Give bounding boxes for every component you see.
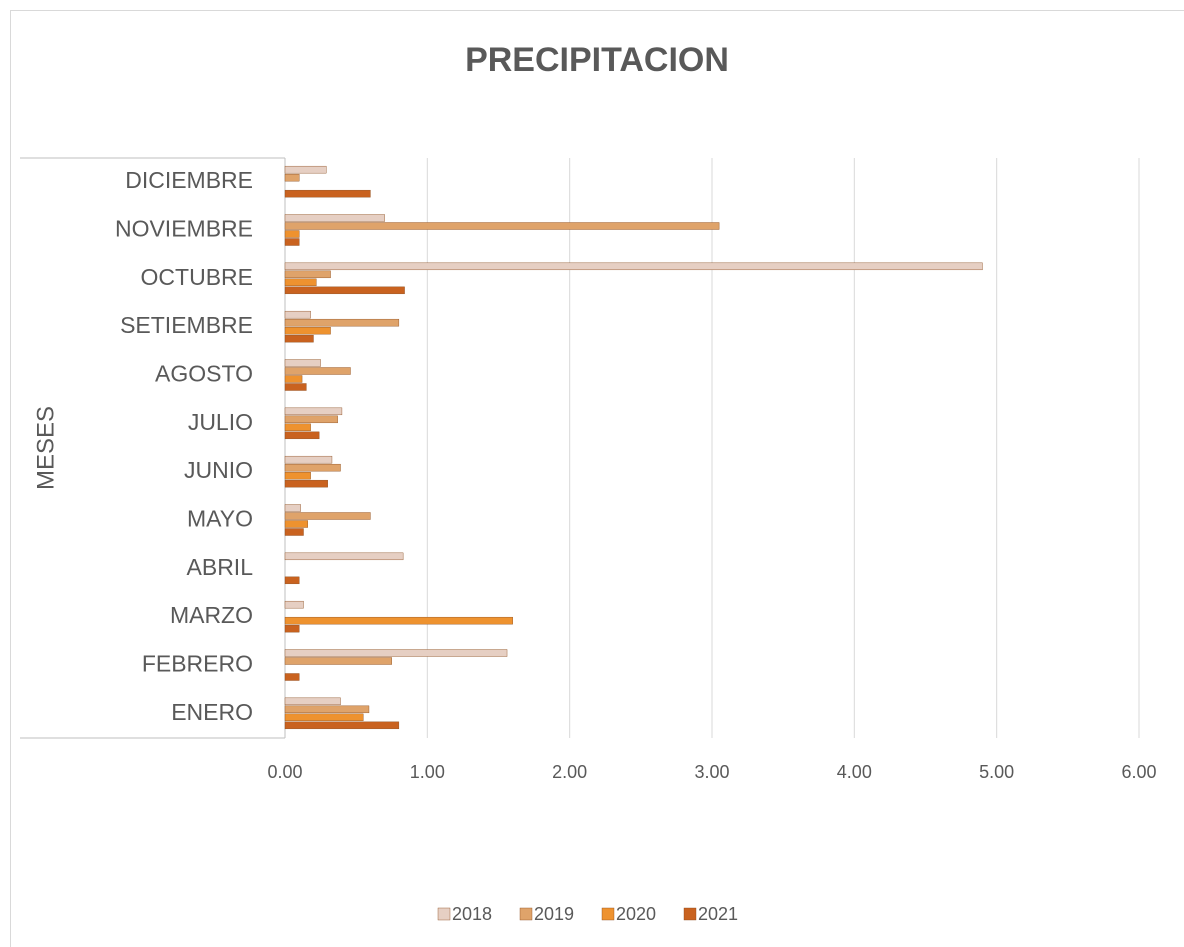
- chart-frame: [10, 10, 1184, 947]
- y-tick-label: FEBRERO: [142, 651, 253, 677]
- x-tick-label: 1.00: [410, 762, 445, 782]
- bar: [284, 697, 341, 706]
- bar: [284, 383, 307, 391]
- y-tick-label: MARZO: [170, 602, 253, 628]
- bar: [284, 238, 300, 246]
- x-tick-label: 0.00: [267, 762, 302, 782]
- bar: [284, 407, 343, 416]
- bar: [284, 286, 405, 295]
- bar: [284, 624, 300, 633]
- legend-label: 2021: [698, 904, 738, 924]
- bar: [284, 359, 321, 367]
- bar: [284, 367, 351, 375]
- bar: [284, 423, 311, 432]
- bar: [284, 173, 300, 182]
- bar: [284, 552, 404, 561]
- bar: [284, 705, 370, 714]
- bar: [284, 165, 327, 174]
- legend-label: 2018: [452, 904, 492, 924]
- bar: [284, 230, 300, 238]
- x-tick-label: 4.00: [837, 762, 872, 782]
- bar: [284, 504, 301, 512]
- bar: [284, 455, 333, 464]
- x-tick-label: 3.00: [694, 762, 729, 782]
- legend-label: 2020: [616, 904, 656, 924]
- bar: [284, 375, 303, 383]
- bar: [284, 334, 314, 343]
- bar: [284, 214, 385, 222]
- bar: [284, 326, 331, 335]
- bar: [284, 657, 392, 665]
- bar: [284, 528, 304, 536]
- bar: [284, 479, 328, 488]
- bar: [284, 512, 371, 520]
- bar: [284, 415, 338, 424]
- legend-swatch: [683, 907, 697, 921]
- y-axis-label: MESES: [32, 406, 59, 490]
- y-tick-label: DICIEMBRE: [125, 167, 253, 193]
- bar: [284, 471, 311, 480]
- y-tick-label: ABRIL: [187, 554, 254, 580]
- x-tick-label: 2.00: [552, 762, 587, 782]
- bar: [284, 278, 317, 287]
- chart-title: PRECIPITACION: [465, 41, 729, 79]
- bar: [284, 673, 300, 681]
- bar: [284, 713, 364, 722]
- y-tick-label: SETIEMBRE: [120, 312, 253, 338]
- bar: [284, 616, 513, 625]
- y-tick-label: ENERO: [171, 699, 253, 725]
- bar: [284, 222, 720, 230]
- y-tick-label: JUNIO: [184, 457, 253, 483]
- bar: [284, 270, 331, 279]
- bar: [284, 463, 341, 472]
- bar: [284, 520, 308, 528]
- legend-swatch: [437, 907, 451, 921]
- x-tick-label: 6.00: [1121, 762, 1156, 782]
- bar: [284, 721, 400, 730]
- bar: [284, 262, 983, 271]
- bar: [284, 310, 311, 319]
- bar: [284, 189, 371, 198]
- y-tick-label: OCTUBRE: [141, 264, 253, 290]
- x-tick-label: 5.00: [979, 762, 1014, 782]
- y-tick-label: AGOSTO: [155, 361, 253, 387]
- legend-swatch: [519, 907, 533, 921]
- legend-swatch: [601, 907, 615, 921]
- y-tick-label: MAYO: [187, 506, 253, 532]
- y-tick-label: JULIO: [188, 409, 253, 435]
- bar: [284, 649, 508, 657]
- bar: [284, 600, 304, 609]
- legend-label: 2019: [534, 904, 574, 924]
- y-tick-label: NOVIEMBRE: [115, 216, 253, 242]
- bar: [284, 576, 300, 585]
- bar: [284, 431, 320, 440]
- bar: [284, 318, 400, 327]
